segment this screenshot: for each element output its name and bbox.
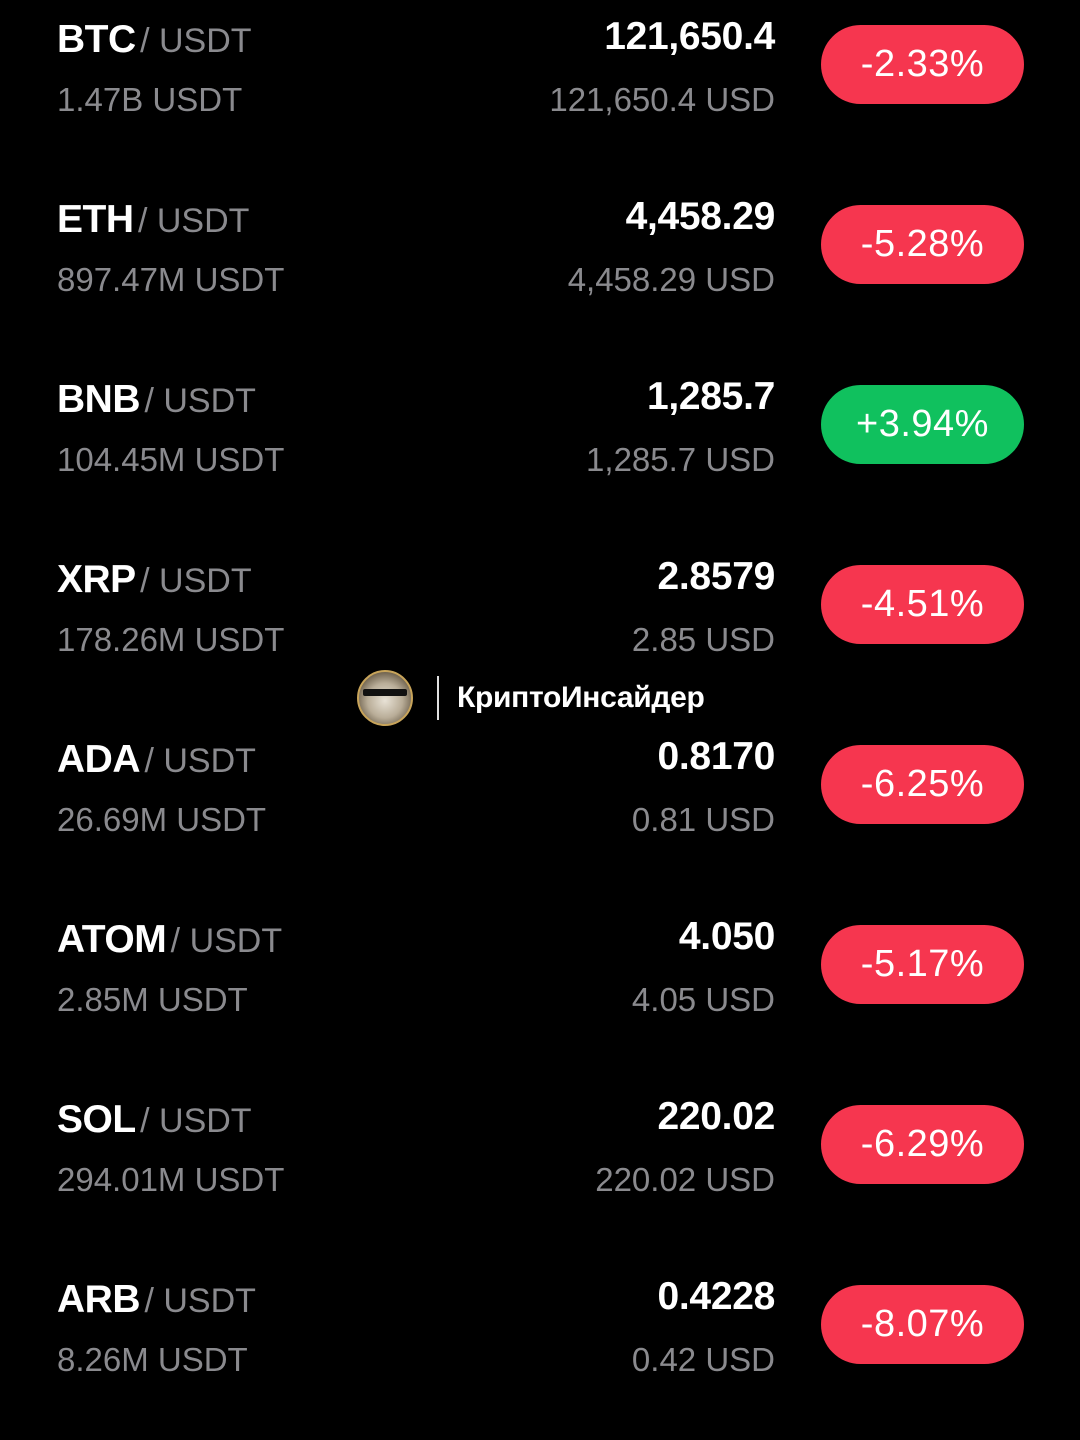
change-percent-button[interactable]: -4.51%	[821, 565, 1024, 644]
quote-symbol: / USDT	[144, 382, 256, 420]
price-usd: 121,650.4 USD	[549, 81, 775, 118]
market-row-btc[interactable]: BTC / USDT 1.47B USDT 121,650.4 121,650.…	[0, 0, 1080, 180]
price-usd: 4,458.29 USD	[567, 261, 775, 298]
market-list: BTC / USDT 1.47B USDT 121,650.4 121,650.…	[0, 0, 1080, 1378]
change-percent-button[interactable]: +3.94%	[821, 385, 1024, 464]
last-price: 1,285.7	[646, 375, 775, 418]
change-percent-button[interactable]: -5.17%	[821, 925, 1024, 1004]
change-percent-button[interactable]: -2.33%	[821, 25, 1024, 104]
volume-text: 178.26M USDT	[57, 621, 285, 658]
market-row-xrp[interactable]: XRP / USDT 178.26M USDT 2.8579 2.85 USD …	[0, 540, 1080, 720]
change-percent-button[interactable]: -8.07%	[821, 1285, 1024, 1364]
watermark: КриптоИнсайдер	[357, 669, 705, 727]
base-symbol: BNB	[57, 378, 141, 421]
change-percent-button[interactable]: -5.28%	[821, 205, 1024, 284]
base-symbol: ADA	[57, 738, 141, 781]
change-percent-button[interactable]: -6.29%	[821, 1105, 1024, 1184]
price-usd: 0.81 USD	[631, 801, 775, 838]
base-symbol: SOL	[57, 1098, 136, 1141]
watermark-divider	[437, 676, 439, 720]
base-symbol: ARB	[57, 1278, 141, 1321]
market-row-eth[interactable]: ETH / USDT 897.47M USDT 4,458.29 4,458.2…	[0, 180, 1080, 360]
pair-name: BTC / USDT	[57, 15, 252, 73]
watermark-text: КриптоИнсайдер	[457, 681, 705, 714]
price-usd: 0.42 USD	[631, 1341, 775, 1378]
last-price: 4,458.29	[625, 195, 776, 238]
last-price: 0.8170	[657, 735, 776, 778]
volume-text: 2.85M USDT	[57, 981, 248, 1018]
base-symbol: BTC	[57, 18, 136, 61]
watermark-logo-band	[363, 689, 407, 696]
quote-symbol: / USDT	[144, 742, 256, 780]
base-symbol: XRP	[57, 558, 136, 601]
price-usd: 2.85 USD	[631, 621, 775, 658]
base-symbol: ATOM	[57, 918, 167, 961]
pair-name: BNB / USDT	[57, 375, 256, 433]
last-price: 2.8579	[657, 555, 776, 598]
last-price: 220.02	[657, 1095, 776, 1138]
pair-name: ATOM / USDT	[57, 915, 282, 973]
volume-text: 1.47B USDT	[57, 81, 243, 118]
pair-name: ADA / USDT	[57, 735, 256, 793]
market-row-sol[interactable]: SOL / USDT 294.01M USDT 220.02 220.02 US…	[0, 1080, 1080, 1260]
quote-symbol: / USDT	[170, 922, 283, 960]
pair-name: ETH / USDT	[57, 195, 249, 253]
market-row-arb[interactable]: ARB / USDT 8.26M USDT 0.4228 0.42 USD -8…	[0, 1260, 1080, 1440]
volume-text: 104.45M USDT	[57, 441, 285, 478]
price-usd: 4.05 USD	[631, 981, 775, 1018]
pair-name: XRP / USDT	[57, 555, 252, 613]
quote-symbol: / USDT	[140, 1102, 252, 1140]
change-percent-button[interactable]: -6.25%	[821, 745, 1024, 824]
quote-symbol: / USDT	[140, 562, 252, 600]
market-row-atom[interactable]: ATOM / USDT 2.85M USDT 4.050 4.05 USD -5…	[0, 900, 1080, 1080]
market-row-ada[interactable]: ADA / USDT 26.69M USDT 0.8170 0.81 USD -…	[0, 720, 1080, 900]
pair-name: ARB / USDT	[57, 1275, 256, 1333]
quote-symbol: / USDT	[137, 202, 250, 240]
last-price: 0.4228	[657, 1275, 776, 1318]
volume-text: 897.47M USDT	[57, 261, 285, 298]
quote-symbol: / USDT	[140, 22, 252, 60]
volume-text: 8.26M USDT	[57, 1341, 248, 1378]
price-usd: 1,285.7 USD	[586, 441, 775, 478]
pair-name: SOL / USDT	[57, 1095, 252, 1153]
volume-text: 26.69M USDT	[57, 801, 267, 838]
last-price: 4.050	[678, 915, 775, 958]
last-price: 121,650.4	[604, 15, 775, 58]
watermark-logo-icon	[357, 670, 413, 726]
base-symbol: ETH	[57, 198, 134, 241]
volume-text: 294.01M USDT	[57, 1161, 285, 1198]
market-row-bnb[interactable]: BNB / USDT 104.45M USDT 1,285.7 1,285.7 …	[0, 360, 1080, 540]
quote-symbol: / USDT	[144, 1282, 256, 1320]
price-usd: 220.02 USD	[595, 1161, 775, 1198]
